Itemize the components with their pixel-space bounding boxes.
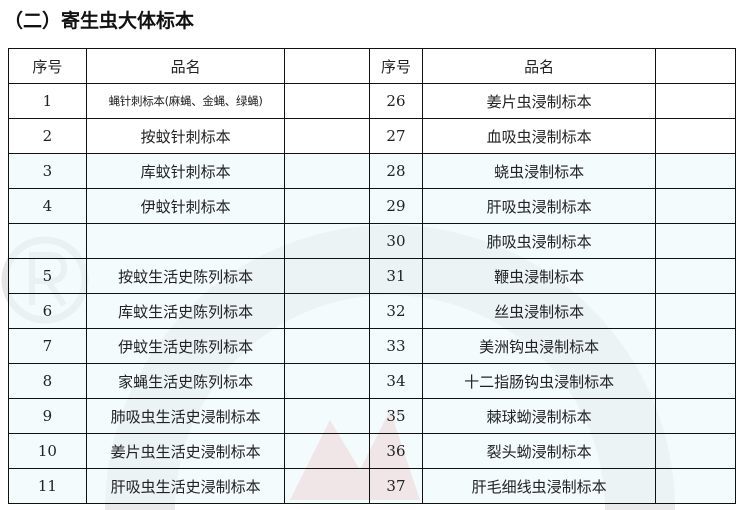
cell-r-no: 34	[369, 363, 423, 399]
cell-r-no: 30	[369, 223, 423, 259]
cell-r-name: 肺吸虫浸制标本	[421, 223, 657, 259]
table-row: 7 伊蚊生活史陈列标本 33 美洲钩虫浸制标本	[8, 328, 736, 364]
cell-r-name: 姜片虫浸制标本	[421, 83, 657, 119]
cell-l-no: 11	[8, 468, 87, 504]
cell-blank	[655, 363, 736, 399]
cell-blank	[284, 433, 371, 469]
cell-r-no: 32	[369, 293, 423, 329]
cell-l-name: 肺吸虫生活史浸制标本	[85, 398, 286, 434]
cell-l-name: 姜片虫生活史浸制标本	[85, 433, 286, 469]
cell-l-no: 4	[8, 188, 87, 224]
cell-r-name: 裂头蚴浸制标本	[421, 433, 657, 469]
cell-l-no: 6	[8, 293, 87, 329]
table-row: 4 伊蚊针刺标本 29 肝吸虫浸制标本	[8, 188, 736, 224]
cell-l-no: 2	[8, 118, 87, 154]
cell-r-name: 肝毛细线虫浸制标本	[421, 468, 657, 504]
header-name: 品名	[85, 48, 286, 84]
cell-blank	[284, 188, 371, 224]
cell-r-name: 美洲钩虫浸制标本	[421, 328, 657, 364]
cell-blank	[284, 398, 371, 434]
cell-r-no: 26	[369, 83, 423, 119]
cell-blank	[284, 153, 371, 189]
table-header: 序号 品名 序号 品名	[8, 48, 736, 84]
cell-blank	[284, 363, 371, 399]
cell-r-name: 血吸虫浸制标本	[421, 118, 657, 154]
cell-r-no: 29	[369, 188, 423, 224]
cell-r-no: 33	[369, 328, 423, 364]
table-row: 1 蝇针刺标本(麻蝇、金蝇、绿蝇) 26 姜片虫浸制标本	[8, 83, 736, 119]
cell-l-no: 8	[8, 363, 87, 399]
cell-l-no: 1	[8, 83, 87, 119]
cell-l-name: 按蚊生活史陈列标本	[85, 258, 286, 294]
cell-l-no: 9	[8, 398, 87, 434]
header-name: 品名	[421, 48, 657, 84]
cell-blank	[655, 328, 736, 364]
cell-blank	[655, 83, 736, 119]
cell-r-name: 棘球蚴浸制标本	[421, 398, 657, 434]
cell-blank	[655, 468, 736, 504]
section-title: （二）寄生虫大体标本	[4, 10, 195, 32]
cell-l-name	[85, 223, 286, 259]
cell-l-name: 伊蚊生活史陈列标本	[85, 328, 286, 364]
table-row: 11 肝吸虫生活史浸制标本 37 肝毛细线虫浸制标本	[8, 468, 736, 504]
cell-l-no: 5	[8, 258, 87, 294]
cell-l-name: 肝吸虫生活史浸制标本	[85, 468, 286, 504]
cell-l-name: 家蝇生活史陈列标本	[85, 363, 286, 399]
cell-r-no: 27	[369, 118, 423, 154]
cell-r-no: 36	[369, 433, 423, 469]
cell-blank	[284, 118, 371, 154]
cell-r-name: 十二指肠钩虫浸制标本	[421, 363, 657, 399]
table-row: 10 姜片虫生活史浸制标本 36 裂头蚴浸制标本	[8, 433, 736, 469]
header-blank	[655, 48, 736, 84]
header-no: 序号	[8, 48, 87, 84]
header-blank	[284, 48, 371, 84]
cell-blank	[655, 398, 736, 434]
cell-blank	[655, 258, 736, 294]
table-row: 30 肺吸虫浸制标本	[8, 223, 736, 259]
table-row: 3 库蚊针刺标本 28 蛲虫浸制标本	[8, 153, 736, 189]
cell-blank	[284, 223, 371, 259]
cell-blank	[655, 293, 736, 329]
cell-l-no: 3	[8, 153, 87, 189]
cell-l-name: 伊蚊针刺标本	[85, 188, 286, 224]
cell-l-name: 库蚊针刺标本	[85, 153, 286, 189]
table-row: 5 按蚊生活史陈列标本 31 鞭虫浸制标本	[8, 258, 736, 294]
specimen-table: 序号 品名 序号 品名 1 蝇针刺标本(麻蝇、金蝇、绿蝇) 26 姜片虫浸制标本 2 按蚊…	[8, 48, 736, 504]
cell-blank	[655, 433, 736, 469]
cell-r-no: 28	[369, 153, 423, 189]
cell-blank	[284, 328, 371, 364]
cell-r-no: 35	[369, 398, 423, 434]
cell-l-name: 库蚊生活史陈列标本	[85, 293, 286, 329]
cell-r-name: 丝虫浸制标本	[421, 293, 657, 329]
table-row: 2 按蚊针刺标本 27 血吸虫浸制标本	[8, 118, 736, 154]
cell-blank	[655, 188, 736, 224]
cell-blank	[284, 468, 371, 504]
cell-blank	[655, 223, 736, 259]
table-row: 6 库蚊生活史陈列标本 32 丝虫浸制标本	[8, 293, 736, 329]
cell-l-no: 7	[8, 328, 87, 364]
cell-l-no: 10	[8, 433, 87, 469]
cell-blank	[284, 83, 371, 119]
cell-r-no: 37	[369, 468, 423, 504]
cell-r-name: 蛲虫浸制标本	[421, 153, 657, 189]
cell-blank	[284, 258, 371, 294]
cell-r-no: 31	[369, 258, 423, 294]
header-no: 序号	[369, 48, 423, 84]
cell-l-no	[8, 223, 87, 259]
table-row: 9 肺吸虫生活史浸制标本 35 棘球蚴浸制标本	[8, 398, 736, 434]
cell-l-name: 按蚊针刺标本	[85, 118, 286, 154]
cell-blank	[284, 293, 371, 329]
cell-r-name: 肝吸虫浸制标本	[421, 188, 657, 224]
cell-blank	[655, 118, 736, 154]
cell-r-name: 鞭虫浸制标本	[421, 258, 657, 294]
table-row: 8 家蝇生活史陈列标本 34 十二指肠钩虫浸制标本	[8, 363, 736, 399]
cell-l-name: 蝇针刺标本(麻蝇、金蝇、绿蝇)	[85, 83, 286, 119]
cell-blank	[655, 153, 736, 189]
